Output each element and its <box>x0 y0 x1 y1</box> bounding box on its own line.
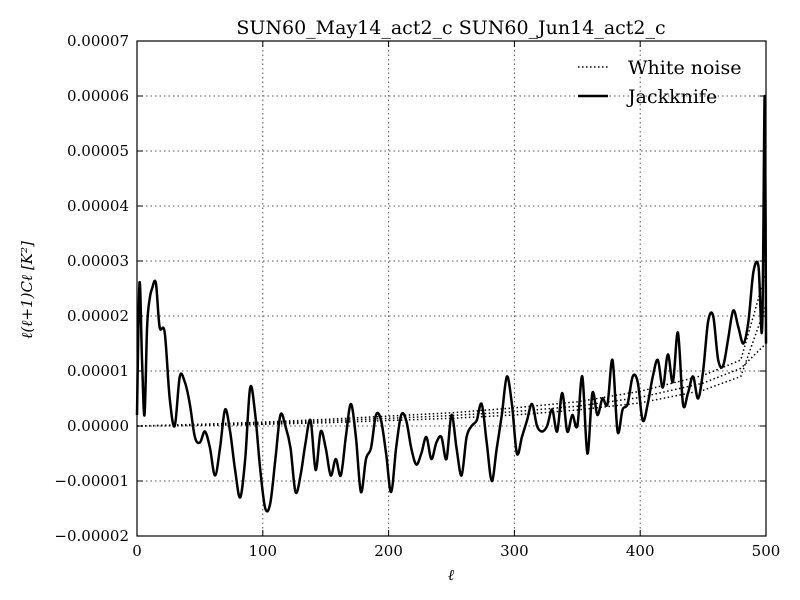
chart-title: SUN60_May14_act2_c SUN60_Jun14_act2_c <box>236 17 665 39</box>
data-layer <box>135 94 768 513</box>
y-tick-label: 0.00005 <box>67 142 129 160</box>
legend-jackknife-label: Jackknife <box>626 86 717 108</box>
legend: White noise Jackknife <box>578 57 742 108</box>
y-tick-label: 0.00000 <box>67 417 129 435</box>
grid-layer <box>137 41 766 536</box>
white-noise-line <box>136 342 767 427</box>
y-axis-label: ℓ(ℓ+1)Cℓ [K²] <box>18 241 36 339</box>
y-tick-label: 0.00007 <box>67 32 129 50</box>
y-tick-label: −0.00002 <box>54 527 129 545</box>
y-tick-label: −0.00001 <box>54 472 129 490</box>
y-tick-label: 0.00004 <box>67 197 129 215</box>
x-tick-label: 500 <box>752 542 781 560</box>
x-tick-label: 0 <box>132 542 142 560</box>
y-tick-label: 0.00003 <box>67 252 129 270</box>
white-noise-line <box>136 304 767 427</box>
tick-layer: 0 100 200 300 400 500 −0.00002 −0.00001 0.00000 0… <box>54 32 780 560</box>
x-tick-label: 300 <box>500 542 529 560</box>
y-tick-label: 0.00006 <box>67 87 129 105</box>
jackknife-line <box>135 94 768 513</box>
x-tick-label: 200 <box>374 542 403 560</box>
x-tick-label: 100 <box>248 542 277 560</box>
x-axis-label: ℓ <box>448 566 454 584</box>
white-noise-line <box>136 271 767 427</box>
y-tick-label: 0.00001 <box>67 362 129 380</box>
y-tick-label: 0.00002 <box>67 307 129 325</box>
plot-frame <box>136 40 767 537</box>
legend-white-noise-label: White noise <box>628 57 742 79</box>
x-tick-label: 400 <box>626 542 655 560</box>
